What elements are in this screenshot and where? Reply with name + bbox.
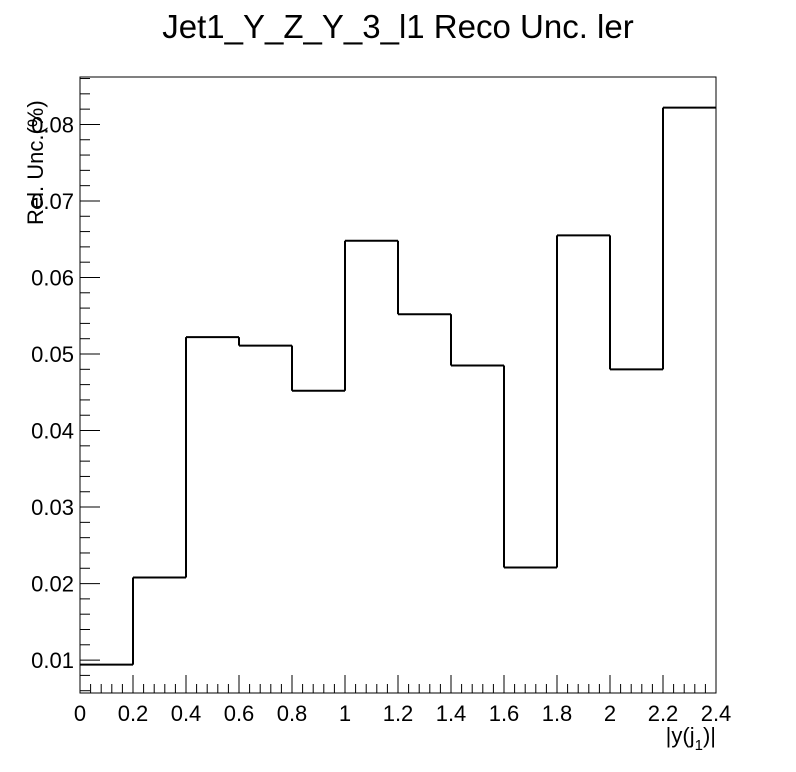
x-tick-label: 1 (339, 701, 351, 726)
y-axis-label: Rel. Unc.(%) (23, 100, 48, 225)
x-tick-label: 0.2 (118, 701, 149, 726)
x-tick-label: 1.2 (383, 701, 414, 726)
x-axis-minor-ticks (90, 684, 706, 693)
x-tick-label: 0.6 (224, 701, 255, 726)
y-tick-label: 0.05 (31, 342, 74, 367)
x-tick-label: 1.4 (436, 701, 467, 726)
x-axis-label: |y(j1)| (666, 723, 716, 754)
x-tick-label: 2.4 (701, 701, 732, 726)
x-tick-label: 1.6 (489, 701, 520, 726)
x-tick-label: 2 (604, 701, 616, 726)
y-tick-label: 0.06 (31, 265, 74, 290)
y-axis-minor-ticks (80, 78, 90, 692)
x-tick-label: 2.2 (648, 701, 679, 726)
y-tick-label: 0.03 (31, 495, 74, 520)
y-tick-label: 0.01 (31, 648, 74, 673)
x-axis-ticks: 0 0.2 0.4 0.6 0.8 1 1.2 1.4 1.6 1.8 2 2.2 2.4 (74, 675, 731, 726)
x-tick-label: 0 (74, 701, 86, 726)
y-tick-label: 0.07 (31, 189, 74, 214)
y-tick-label: 0.08 (31, 112, 74, 137)
y-tick-label: 0.04 (31, 419, 74, 444)
y-axis-ticks: 0.01 0.02 0.03 0.04 0.05 0.06 0.07 0.08 (31, 112, 100, 673)
chart-title: Jet1_Y_Z_Y_3_l1 Reco Unc. ler (162, 8, 633, 45)
histogram-series (80, 106, 716, 666)
x-tick-label: 0.8 (277, 701, 308, 726)
y-tick-label: 0.02 (31, 572, 74, 597)
x-tick-label: 1.8 (542, 701, 573, 726)
x-tick-label: 0.4 (171, 701, 202, 726)
plot-frame (79, 76, 717, 694)
